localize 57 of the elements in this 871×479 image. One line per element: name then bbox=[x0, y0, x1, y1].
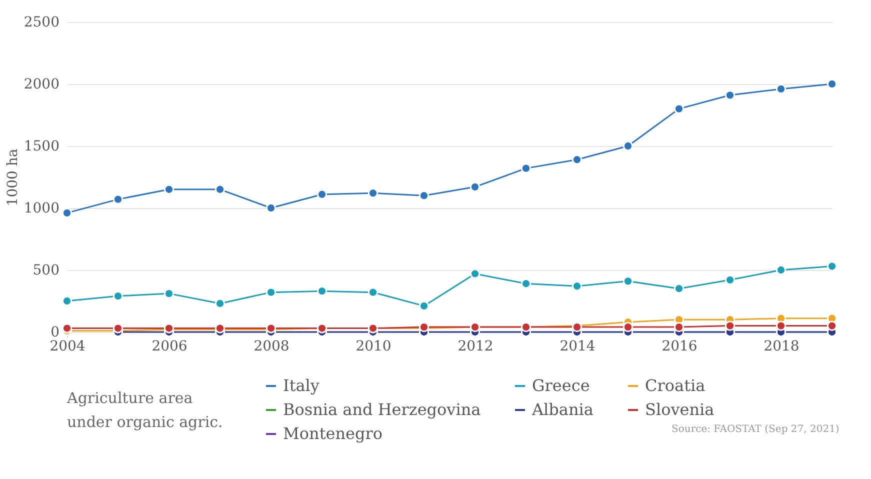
point bbox=[520, 163, 532, 174]
point bbox=[724, 274, 736, 285]
point bbox=[622, 322, 634, 332]
point bbox=[674, 322, 684, 332]
point bbox=[316, 189, 328, 200]
y-tick-label: 2500 bbox=[24, 14, 60, 30]
legend-label: Montenegro bbox=[283, 424, 383, 443]
x-tick-label: 2014 bbox=[560, 338, 596, 354]
point bbox=[470, 182, 480, 192]
source-note: Source: FAOSTAT (Sep 27, 2021) bbox=[672, 424, 840, 435]
point bbox=[674, 104, 684, 114]
y-tick-label: 0 bbox=[50, 324, 60, 340]
legend-label: Croatia bbox=[645, 376, 706, 395]
legend-label: Slovenia bbox=[645, 400, 715, 419]
point bbox=[368, 188, 378, 198]
x-tick-label: 2016 bbox=[662, 338, 698, 354]
legend-label: Albania bbox=[531, 400, 594, 419]
y-tick-label: 1000 bbox=[24, 200, 60, 216]
point bbox=[622, 276, 634, 286]
point bbox=[266, 287, 276, 298]
point bbox=[724, 320, 736, 331]
point bbox=[418, 190, 430, 201]
point bbox=[62, 296, 72, 306]
point bbox=[572, 154, 582, 165]
x-tick-label: 2004 bbox=[50, 338, 86, 354]
point bbox=[776, 320, 786, 331]
point bbox=[470, 268, 480, 279]
y-tick-label: 1500 bbox=[24, 138, 60, 154]
point bbox=[776, 264, 786, 276]
point bbox=[622, 140, 634, 152]
point bbox=[724, 90, 736, 100]
y-tick-label: 500 bbox=[32, 262, 60, 278]
point bbox=[826, 320, 838, 331]
point bbox=[826, 78, 838, 90]
point bbox=[112, 194, 124, 204]
point bbox=[520, 278, 532, 289]
point bbox=[266, 202, 276, 214]
point bbox=[214, 184, 226, 194]
point bbox=[164, 184, 174, 194]
point bbox=[572, 281, 582, 292]
legend-label: Greece bbox=[532, 376, 590, 395]
x-tick-label: 2018 bbox=[764, 338, 800, 354]
point bbox=[316, 286, 328, 296]
x-tick-label: 2012 bbox=[458, 338, 494, 354]
x-tick-label: 2010 bbox=[356, 338, 392, 354]
point bbox=[112, 323, 124, 334]
point bbox=[674, 284, 684, 294]
legend-label: Bosnia and Herzegovina bbox=[283, 400, 482, 419]
point bbox=[368, 287, 378, 298]
y-tick-label: 2000 bbox=[24, 76, 60, 92]
x-tick-label: 2008 bbox=[254, 338, 290, 354]
legend-title: Agriculture area under organic agric. bbox=[66, 389, 223, 431]
legend-label: Italy bbox=[283, 376, 320, 395]
point bbox=[62, 323, 72, 334]
y-axis-title: 1000 ha bbox=[4, 148, 21, 206]
point bbox=[826, 261, 838, 272]
x-tick-label: 2006 bbox=[152, 338, 188, 354]
